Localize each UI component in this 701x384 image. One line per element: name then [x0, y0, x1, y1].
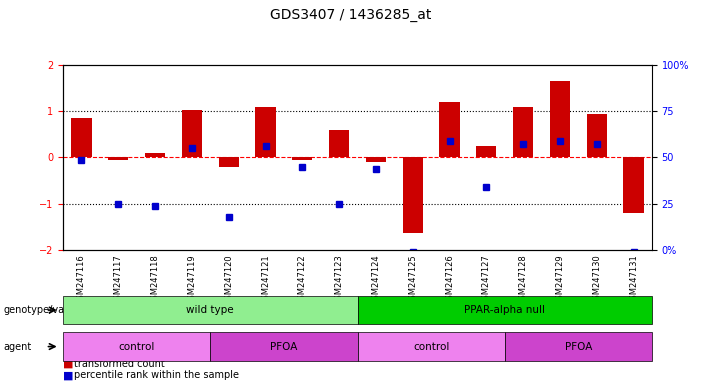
Text: GDS3407 / 1436285_at: GDS3407 / 1436285_at: [270, 8, 431, 22]
Text: PFOA: PFOA: [270, 341, 298, 352]
Bar: [72, 118, 92, 157]
Bar: [219, 157, 239, 167]
Bar: [292, 157, 313, 160]
Bar: [366, 157, 386, 162]
Bar: [329, 130, 349, 157]
Text: agent: agent: [4, 341, 32, 352]
Text: PPAR-alpha null: PPAR-alpha null: [464, 305, 545, 315]
Bar: [108, 157, 128, 160]
Text: genotype/variation: genotype/variation: [4, 305, 96, 315]
Bar: [255, 107, 275, 157]
Bar: [145, 153, 165, 157]
Bar: [402, 157, 423, 233]
Text: percentile rank within the sample: percentile rank within the sample: [74, 370, 238, 380]
Bar: [182, 111, 202, 157]
Bar: [513, 107, 533, 157]
Text: ■: ■: [63, 370, 74, 380]
Bar: [587, 114, 607, 157]
Bar: [550, 81, 570, 157]
Text: control: control: [413, 341, 449, 352]
Bar: [440, 102, 460, 157]
Text: PFOA: PFOA: [564, 341, 592, 352]
Text: wild type: wild type: [186, 305, 234, 315]
Text: ■: ■: [63, 359, 74, 369]
Text: transformed count: transformed count: [74, 359, 164, 369]
Bar: [623, 157, 644, 213]
Bar: [476, 146, 496, 157]
Text: control: control: [118, 341, 155, 352]
